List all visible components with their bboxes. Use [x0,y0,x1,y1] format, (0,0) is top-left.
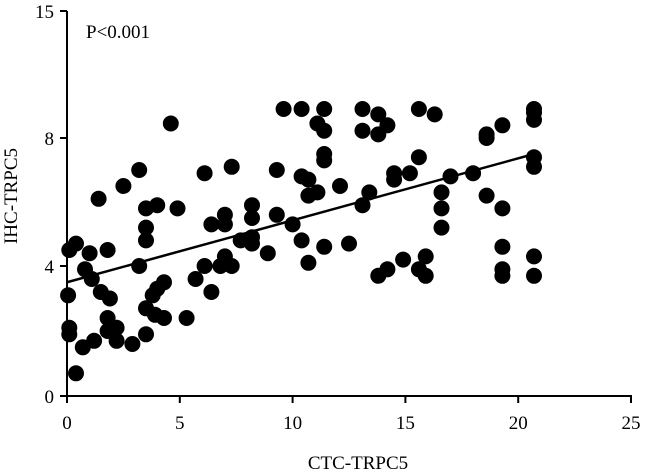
y-tick-label: 0 [45,387,55,408]
data-point [115,178,132,194]
data-point [178,310,195,326]
data-point [417,267,434,284]
data-point [138,232,154,249]
data-point [379,261,396,278]
data-point [410,149,427,166]
data-point [478,187,495,204]
data-point [293,101,310,117]
data-point [169,200,186,217]
data-point [316,238,333,255]
data-point [223,258,240,274]
x-tick-label: 25 [622,413,641,434]
data-point [223,158,240,175]
axis-ticks: 0 4 8 15 0 5 10 15 20 25 [35,2,641,434]
data-point [108,332,125,349]
data-point [196,258,213,274]
data-point [90,190,107,207]
y-axis-title: IHC-TRPC5 [1,148,22,244]
data-point [410,101,427,117]
data-point [379,117,396,134]
y-tick-label: 8 [45,129,55,150]
data-point [156,274,172,291]
x-tick-label: 5 [175,413,185,434]
data-points [60,101,542,382]
data-point [316,146,333,162]
data-point [386,171,403,188]
data-point [138,326,154,343]
data-point [216,216,233,233]
x-tick-label: 15 [396,413,415,434]
data-point [526,111,542,128]
data-point [203,284,220,300]
data-point [526,158,542,175]
data-point [417,248,434,265]
trend-line [66,152,535,284]
data-point [60,287,77,304]
data-point [494,117,511,134]
data-point [361,184,378,201]
data-point [316,101,333,117]
x-tick-label: 0 [62,413,72,434]
data-point [526,248,542,265]
data-point [244,197,260,214]
data-point [332,178,348,194]
data-point [395,251,412,268]
data-point [61,326,78,343]
data-point [131,162,148,178]
data-point [494,200,511,217]
data-point [203,216,220,233]
data-point [99,242,116,258]
data-point [187,271,204,287]
data-point [259,245,276,262]
data-point [293,232,310,249]
data-point [86,332,103,349]
data-point [244,235,260,252]
data-point [108,319,125,336]
x-axis-title: CTC-TRPC5 [308,453,408,474]
data-point [341,235,357,252]
data-point [494,238,511,255]
y-tick-label: 15 [35,2,54,23]
data-point [68,365,84,382]
data-point [478,130,495,146]
data-point [526,267,542,284]
data-point [370,106,387,123]
p-value-annotation: P<0.001 [86,22,150,43]
data-point [196,165,213,182]
data-point [156,310,172,326]
data-point [300,171,317,188]
data-point [309,184,326,201]
data-point [494,267,511,284]
data-point [68,235,84,252]
data-point [149,197,166,214]
data-point [401,165,418,182]
x-tick-label: 20 [509,413,528,434]
y-tick-label: 4 [45,257,55,278]
data-point [138,219,154,236]
data-point [300,254,317,271]
data-point [433,200,450,217]
data-point [426,106,443,123]
data-point [101,290,118,307]
data-point [124,336,141,352]
data-point [162,115,179,132]
data-point [275,101,292,117]
data-point [316,122,333,139]
data-point [433,219,450,236]
data-point [244,210,260,226]
x-tick-label: 10 [283,413,302,434]
data-point [81,245,98,262]
data-point [354,122,371,139]
data-point [268,206,285,223]
data-point [268,162,285,178]
data-point [354,101,371,117]
data-point [433,184,450,201]
